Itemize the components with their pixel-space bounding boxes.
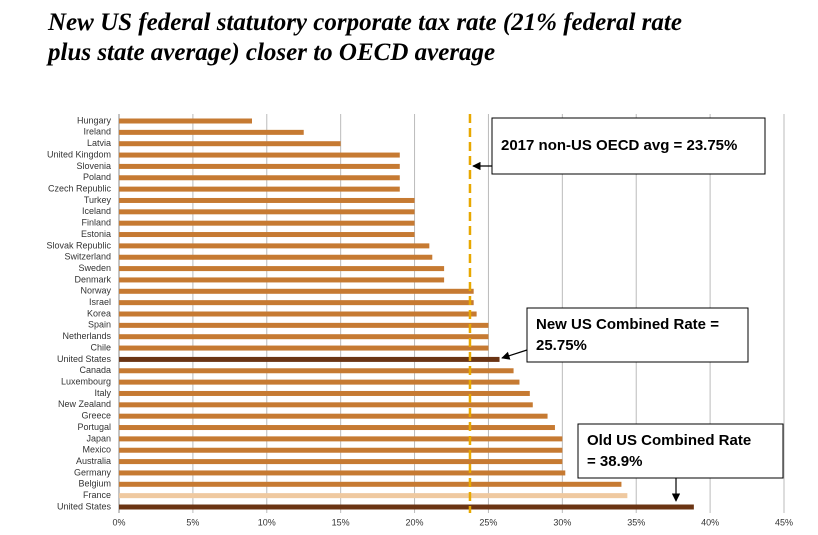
bar	[119, 266, 445, 272]
y-tick-label: Latvia	[87, 138, 111, 148]
bar	[119, 220, 415, 226]
x-tick-label: 0%	[112, 517, 125, 527]
bar	[119, 334, 489, 340]
y-tick-label: United Kingdom	[47, 149, 111, 159]
bar	[119, 175, 400, 181]
bar	[119, 243, 430, 249]
y-tick-label: Czech Republic	[48, 183, 112, 193]
y-tick-label: Italy	[94, 388, 111, 398]
bar	[119, 311, 477, 317]
y-tick-label: Belgium	[78, 479, 111, 489]
bar	[119, 459, 563, 465]
x-tick-label: 45%	[775, 517, 793, 527]
y-tick-label: Greece	[81, 411, 111, 421]
y-tick-label: Hungary	[77, 115, 112, 125]
annotation-box	[577, 423, 784, 479]
bar	[119, 402, 533, 408]
annotation-text: New US Combined Rate =	[536, 316, 719, 333]
bar	[119, 209, 415, 215]
y-tick-label: Portugal	[77, 422, 111, 432]
y-tick-label: Canada	[79, 365, 111, 375]
y-tick-label: Iceland	[82, 206, 111, 216]
x-tick-label: 40%	[701, 517, 719, 527]
bar	[119, 493, 628, 499]
y-tick-label: Israel	[89, 297, 111, 307]
y-tick-label: Norway	[80, 286, 111, 296]
bar	[119, 288, 474, 294]
y-tick-label: Finland	[81, 218, 111, 228]
y-tick-label: Australia	[76, 456, 111, 466]
y-tick-label: United States	[57, 501, 112, 511]
y-tick-label: Turkey	[84, 195, 112, 205]
x-tick-label: 35%	[627, 517, 645, 527]
bar	[119, 436, 563, 442]
y-tick-label: Denmark	[74, 274, 111, 284]
annotation-box	[491, 117, 766, 175]
bar	[119, 481, 622, 487]
bar	[119, 254, 433, 260]
y-tick-label: United States	[57, 354, 112, 364]
y-tick-label: Poland	[83, 172, 111, 182]
y-tick-label: Germany	[74, 467, 112, 477]
y-tick-label: Korea	[87, 308, 111, 318]
y-tick-label: Spain	[88, 320, 111, 330]
x-tick-label: 30%	[553, 517, 571, 527]
bar	[119, 129, 304, 135]
y-tick-label: France	[83, 490, 111, 500]
bar	[119, 470, 566, 476]
bar	[119, 368, 514, 374]
y-tick-label: Japan	[86, 433, 111, 443]
annotation-text: = 38.9%	[587, 453, 642, 470]
y-tick-label: Sweden	[78, 263, 111, 273]
annotation-box	[526, 307, 749, 363]
y-tick-label: Slovak Republic	[46, 240, 111, 250]
bar	[119, 300, 474, 306]
bar	[119, 447, 563, 453]
bar	[119, 118, 252, 124]
y-tick-label: Netherlands	[62, 331, 111, 341]
y-tick-label: Switzerland	[64, 252, 111, 262]
x-tick-label: 10%	[258, 517, 276, 527]
y-tick-label: New Zealand	[58, 399, 111, 409]
bar	[119, 356, 500, 362]
bar	[119, 504, 694, 510]
bar	[119, 186, 400, 192]
bar	[119, 141, 341, 147]
bar	[119, 322, 489, 328]
bar	[119, 390, 530, 396]
bar	[119, 425, 555, 431]
y-tick-label: Chile	[90, 342, 111, 352]
annotation-text: 25.75%	[536, 337, 587, 354]
chart-title: New US federal statutory corporate tax r…	[47, 9, 682, 36]
bar	[119, 197, 415, 203]
x-tick-label: 25%	[479, 517, 497, 527]
y-tick-label: Mexico	[82, 445, 111, 455]
y-tick-label: Ireland	[83, 127, 111, 137]
bar	[119, 379, 520, 385]
annotation-text: Old US Combined Rate	[587, 432, 751, 449]
y-tick-label: Estonia	[81, 229, 111, 239]
chart-title: plus state average) closer to OECD avera…	[46, 39, 495, 66]
bar	[119, 277, 445, 283]
bar	[119, 413, 548, 419]
x-tick-label: 5%	[186, 517, 199, 527]
bar	[119, 345, 489, 351]
annotation-arrow	[501, 349, 528, 360]
bar	[119, 152, 400, 158]
x-tick-label: 15%	[332, 517, 350, 527]
y-tick-label: Slovenia	[76, 161, 111, 171]
annotation-text: 2017 non-US OECD avg = 23.75%	[501, 137, 737, 154]
bar	[119, 163, 400, 169]
x-tick-label: 20%	[406, 517, 424, 527]
bar	[119, 232, 415, 238]
y-tick-label: Luxembourg	[61, 376, 111, 386]
